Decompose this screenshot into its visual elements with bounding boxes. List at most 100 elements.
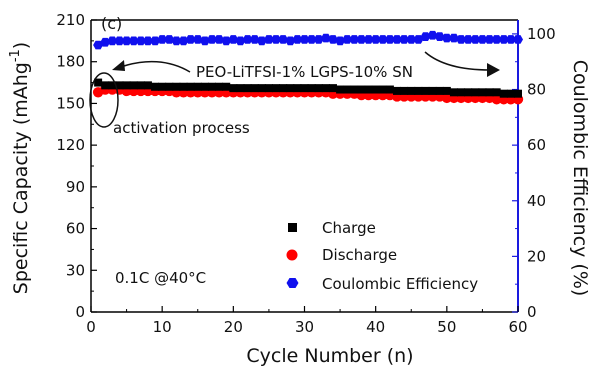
coulombic-point <box>128 36 139 46</box>
charge-point <box>207 82 216 91</box>
charge-point <box>286 84 295 93</box>
coulombic-point <box>185 35 196 44</box>
panel-label: (c) <box>101 14 122 33</box>
arrow-right-head <box>487 63 500 77</box>
coulombic-point <box>306 35 317 44</box>
charge-point <box>393 86 402 95</box>
y-right-tick-label: 20 <box>527 247 546 265</box>
charge-point <box>478 88 487 97</box>
x-tick-label: 10 <box>153 318 172 336</box>
legend-discharge-label: Discharge <box>322 246 397 264</box>
condition-annotation: 0.1C @40°C <box>115 269 206 287</box>
legend-charge-label: Charge <box>322 219 376 237</box>
legend-charge-marker <box>288 223 297 232</box>
charge-point <box>506 89 515 98</box>
coulombic-point <box>299 35 310 44</box>
charge-point <box>471 88 480 97</box>
y-axis-left-title-main: Specific Capacity (mAhg <box>10 62 32 294</box>
charge-point <box>336 85 345 94</box>
charge-point <box>464 88 473 97</box>
charge-point <box>328 84 337 93</box>
y-right-tick-label: 80 <box>527 81 546 99</box>
charge-point <box>300 84 309 93</box>
charge-point <box>371 85 380 94</box>
coulombic-point <box>100 37 111 47</box>
x-axis-ticks: 0 10 20 30 40 50 60 <box>86 306 528 336</box>
x-tick-label: 0 <box>86 318 96 336</box>
coulombic-point <box>406 35 417 44</box>
activation-ellipse <box>89 72 119 128</box>
series-coulombic-efficiency <box>93 30 523 50</box>
coulombic-point <box>463 35 474 44</box>
charge-point <box>200 82 209 91</box>
series-charge <box>94 78 522 98</box>
charge-point <box>122 81 131 90</box>
y-left-tick-label: 210 <box>56 11 85 29</box>
charge-point <box>236 84 245 93</box>
coulombic-point <box>142 36 153 46</box>
coulombic-point <box>328 35 338 44</box>
charge-point <box>357 85 366 94</box>
coulombic-point <box>320 33 331 43</box>
charge-point <box>101 81 110 90</box>
y-right-tick-label: 0 <box>527 303 537 321</box>
discharge-point <box>491 94 502 105</box>
coulombic-point <box>313 35 324 44</box>
charge-point <box>222 82 231 91</box>
charge-point <box>179 82 188 91</box>
coulombic-point <box>342 35 353 44</box>
charge-point <box>414 86 423 95</box>
charge-point <box>243 84 252 93</box>
coulombic-point <box>384 35 395 44</box>
coulombic-point <box>349 35 360 44</box>
charge-point <box>307 84 316 93</box>
coulombic-point <box>235 36 246 46</box>
y-right-tick-label: 60 <box>527 136 546 154</box>
charge-point <box>514 89 522 98</box>
legend-discharge-marker <box>286 249 298 261</box>
coulombic-point <box>377 35 388 44</box>
charge-point <box>421 86 430 95</box>
y-left-tick-label: 120 <box>56 136 85 154</box>
coulombic-point <box>399 35 410 44</box>
charge-point <box>492 88 501 97</box>
x-tick-label: 60 <box>508 318 527 336</box>
coulombic-point <box>271 35 281 44</box>
x-tick-label: 30 <box>295 318 314 336</box>
x-tick-label: 20 <box>224 318 243 336</box>
y-right-tick-label: 40 <box>527 192 546 210</box>
coulombic-point <box>335 36 346 46</box>
arrow-left-pointer <box>117 60 191 73</box>
charge-point <box>449 88 458 97</box>
charge-point <box>293 84 302 93</box>
charge-point <box>485 88 494 97</box>
x-tick-label: 50 <box>437 318 456 336</box>
coulombic-point <box>192 35 203 44</box>
charge-point <box>272 84 281 93</box>
coulombic-point <box>164 35 175 44</box>
coulombic-point <box>214 35 225 44</box>
charge-point <box>158 82 167 91</box>
coulombic-point <box>228 35 239 44</box>
coulombic-point <box>484 35 495 44</box>
charge-point <box>94 78 103 87</box>
coulombic-point <box>470 35 481 44</box>
charge-point <box>442 86 451 95</box>
y-axis-left-title-sup: -1 <box>8 49 23 62</box>
charge-point <box>151 82 160 91</box>
charge-point <box>172 82 181 91</box>
charge-point <box>108 81 117 90</box>
y-left-tick-label: 180 <box>56 53 85 71</box>
y-left-tick-label: 0 <box>75 303 85 321</box>
y-left-tick-label: 30 <box>66 261 85 279</box>
coulombic-point <box>242 35 253 44</box>
charge-point <box>400 86 409 95</box>
coulombic-point <box>392 35 402 44</box>
coulombic-point <box>434 32 445 41</box>
left-axis-ticks: 0 30 60 90 120 150 180 210 <box>56 11 97 321</box>
charge-point <box>136 81 145 90</box>
coulombic-point <box>256 36 267 46</box>
coulombic-point <box>498 35 509 44</box>
charge-point <box>165 82 174 91</box>
coulombic-point <box>427 30 438 40</box>
